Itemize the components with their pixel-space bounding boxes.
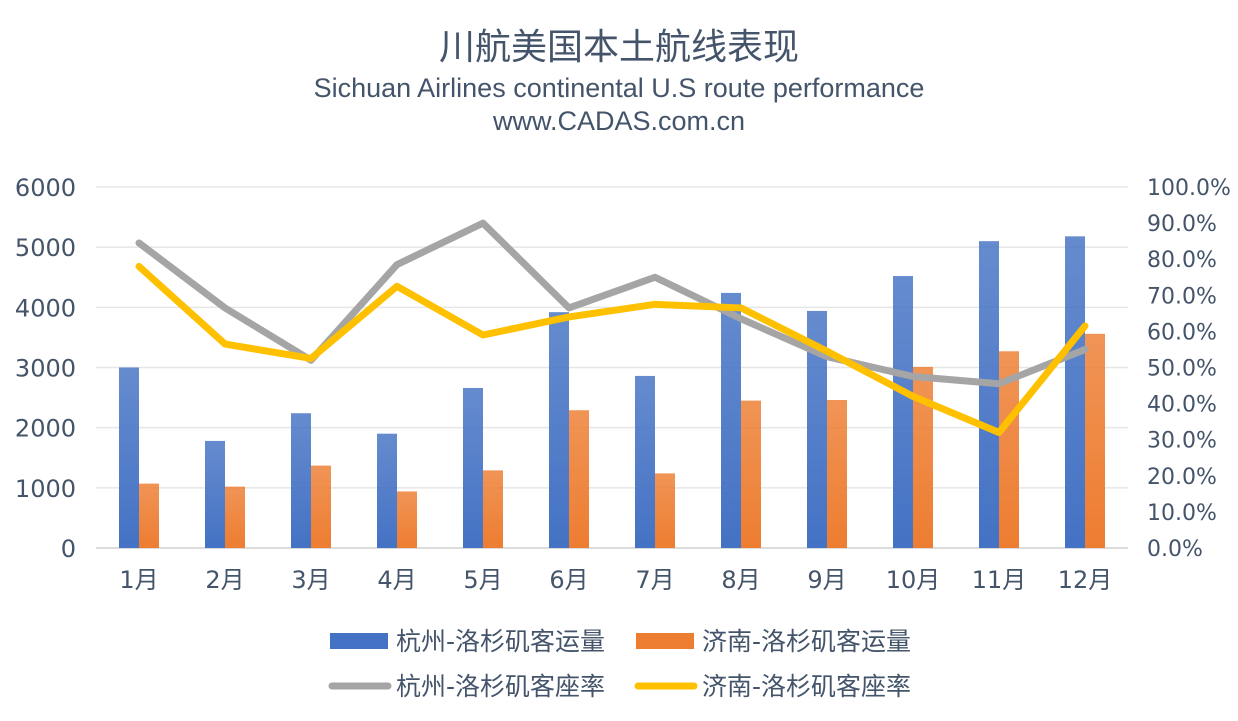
y-left-tick-label: 3000 [15, 355, 76, 383]
bar[interactable] [139, 483, 159, 548]
y-left-tick-label: 5000 [15, 234, 76, 262]
y-right-tick-label: 10.0% [1147, 501, 1217, 526]
x-tick-label: 10月 [886, 566, 941, 594]
x-tick-label: 11月 [972, 566, 1027, 594]
y-right-tick-label: 90.0% [1147, 212, 1217, 237]
legend-swatch[interactable] [330, 633, 388, 649]
series-line[interactable] [135, 219, 1089, 388]
x-tick-label: 4月 [377, 566, 416, 594]
bar[interactable] [655, 473, 675, 548]
y-right-tick-label: 50.0% [1147, 357, 1217, 382]
x-tick-label: 9月 [807, 566, 846, 594]
bar[interactable] [225, 486, 245, 548]
y-left-tick-label: 4000 [15, 294, 76, 322]
bar[interactable] [1085, 333, 1105, 548]
y-axis-right: 0.0% 10.0% 20.0% 30.0% 40.0% 50.0% 60.0% 70.0% 8… [1147, 176, 1231, 562]
bar[interactable] [913, 366, 933, 548]
y-left-tick-label: 6000 [15, 174, 76, 202]
y-left-tick-label: 0 [61, 535, 76, 563]
y-right-tick-label: 40.0% [1147, 393, 1217, 418]
y-left-tick-label: 1000 [15, 475, 76, 503]
y-right-tick-label: 20.0% [1147, 465, 1217, 490]
gridlines [96, 186, 1128, 549]
x-tick-label: 8月 [721, 566, 760, 594]
y-right-tick-label: 80.0% [1147, 248, 1217, 273]
x-tick-label: 12月 [1058, 566, 1113, 594]
series-line[interactable] [135, 262, 1089, 436]
x-tick-label: 2月 [205, 566, 244, 594]
chart-source: www.CADAS.com.cn [492, 106, 746, 136]
legend-label[interactable]: 杭州-洛杉矶客运量 [396, 627, 605, 656]
legend-label[interactable]: 杭州-洛杉矶客座率 [396, 672, 605, 701]
bar[interactable] [999, 351, 1019, 548]
bar[interactable] [377, 433, 397, 548]
bar[interactable] [635, 375, 655, 548]
legend-swatch[interactable] [636, 633, 694, 649]
bar[interactable] [397, 491, 417, 548]
legend-label[interactable]: 济南-洛杉矶客运量 [702, 627, 911, 656]
bar[interactable] [291, 413, 311, 548]
bar[interactable] [893, 276, 913, 548]
bar[interactable] [741, 400, 761, 548]
x-tick-label: 5月 [463, 566, 502, 594]
x-tick-label: 6月 [549, 566, 588, 594]
y-right-tick-label: 0.0% [1147, 537, 1203, 562]
y-axis-left: 0 1000 2000 3000 4000 5000 6000 [15, 174, 76, 563]
line-series [135, 219, 1089, 436]
bar[interactable] [205, 440, 225, 548]
legend-label[interactable]: 济南-洛杉矶客座率 [702, 672, 911, 701]
title-block: 川航美国本土航线表现 Sichuan Airlines continental … [0, 24, 1238, 138]
y-left-tick-label: 2000 [15, 415, 76, 443]
bar[interactable] [1065, 236, 1085, 548]
y-right-tick-label: 60.0% [1147, 320, 1217, 345]
x-tick-label: 1月 [119, 566, 158, 594]
bar[interactable] [807, 310, 827, 548]
bar[interactable] [311, 465, 331, 548]
bar[interactable] [483, 470, 503, 548]
x-tick-label: 7月 [635, 566, 674, 594]
bar[interactable] [979, 241, 999, 548]
bar[interactable] [827, 399, 847, 548]
bar[interactable] [463, 387, 483, 548]
chart-title: 川航美国本土航线表现 [438, 27, 799, 68]
bar[interactable] [549, 312, 569, 548]
x-axis: 1月 2月 3月 4月 5月 6月 7月 8月 9月 10月 11月 12月 [119, 566, 1112, 594]
y-right-tick-label: 30.0% [1147, 429, 1217, 454]
y-right-tick-label: 70.0% [1147, 284, 1217, 309]
bar[interactable] [721, 292, 741, 548]
bar[interactable] [569, 410, 589, 548]
bar[interactable] [119, 367, 139, 549]
chart-subtitle: Sichuan Airlines continental U.S route p… [313, 73, 925, 103]
y-right-tick-label: 100.0% [1147, 176, 1231, 201]
bar-series [119, 236, 1105, 548]
x-tick-label: 3月 [291, 566, 330, 594]
